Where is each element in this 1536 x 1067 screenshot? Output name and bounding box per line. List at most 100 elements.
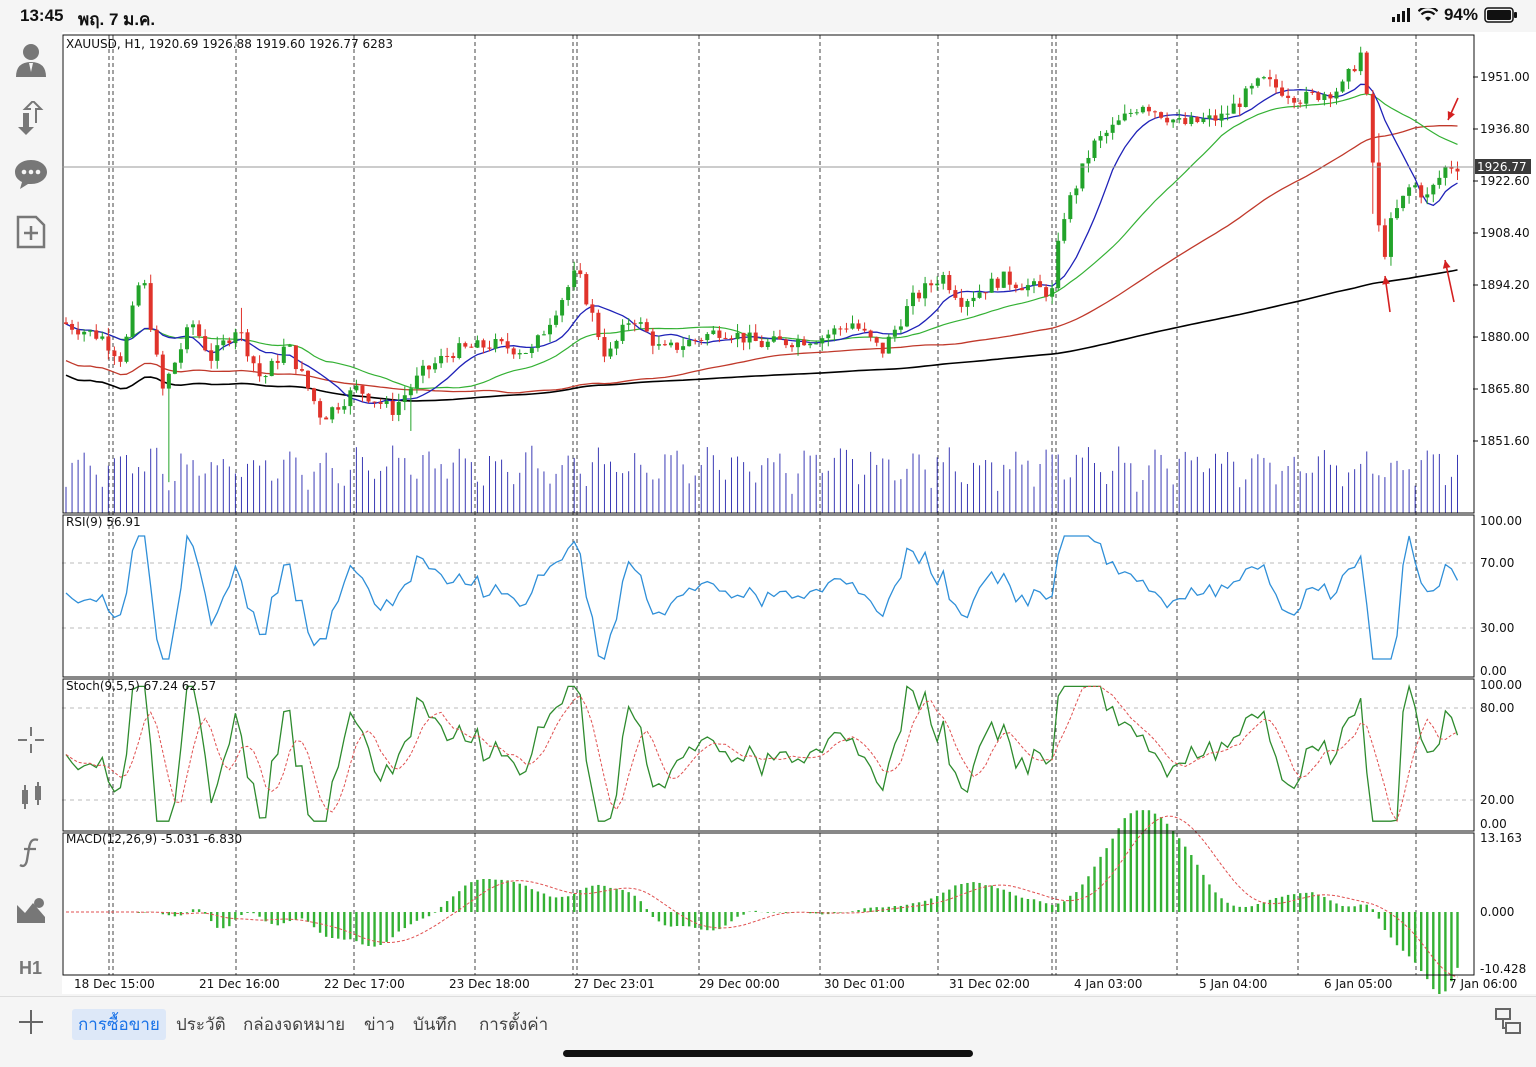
candle-body — [741, 332, 746, 343]
price-chart-svg[interactable]: 1951.00 1936.80 1922.60 1908.40 1894.20 1880.… — [62, 32, 1536, 995]
candle-body — [1207, 115, 1212, 119]
crosshair-icon[interactable] — [11, 720, 51, 760]
candle-body — [880, 342, 885, 354]
time-axis-label: 29 Dec 00:00 — [699, 977, 780, 991]
ma-fast-line — [65, 83, 1458, 404]
candle-body — [505, 341, 510, 349]
current-price-label: 1926.77 — [1477, 160, 1527, 174]
candle-body — [584, 274, 589, 305]
stoch-tick-label: 20.00 — [1480, 793, 1514, 807]
candle-body — [904, 306, 909, 327]
new-order-icon[interactable] — [11, 212, 51, 252]
candle-body — [826, 334, 831, 339]
candle-body — [88, 330, 93, 332]
tab-history[interactable]: ประวัติ — [176, 1015, 226, 1034]
candle-body — [892, 329, 897, 337]
candle-body — [1062, 219, 1067, 241]
candle-body — [929, 283, 934, 286]
tab-settings[interactable]: การตั้งค่า — [479, 1015, 549, 1034]
candle-body — [1201, 118, 1206, 123]
stoch-tick-label: 80.00 — [1480, 701, 1514, 715]
candle-body — [1334, 91, 1339, 99]
candle-body — [1455, 168, 1460, 172]
candle-body — [360, 385, 365, 394]
time-axis-label: 22 Dec 17:00 — [324, 977, 405, 991]
candle-body — [1128, 112, 1133, 114]
candle-body — [844, 328, 849, 330]
home-indicator — [563, 1050, 973, 1057]
candle-body — [100, 336, 105, 339]
candle-body — [947, 275, 952, 291]
add-icon[interactable] — [18, 1009, 44, 1035]
timeframe-icon[interactable]: H1 — [11, 947, 51, 987]
account-icon[interactable] — [11, 40, 51, 80]
candle-body — [856, 323, 861, 329]
candle-body — [868, 330, 873, 338]
tab-mailbox[interactable]: กล่องจดหมาย — [243, 1015, 346, 1034]
candle-body — [535, 335, 540, 349]
candle-body — [1286, 95, 1291, 98]
drawing-tools-icon[interactable] — [11, 890, 51, 930]
candle-body — [814, 343, 819, 345]
volume-bars — [65, 445, 1458, 513]
candle-body — [808, 343, 813, 346]
price-tick-label: 1880.00 — [1480, 330, 1530, 344]
indicators-icon[interactable] — [11, 832, 51, 872]
candle-body — [1104, 132, 1109, 137]
candle-body — [233, 332, 238, 344]
stoch-main-line — [65, 683, 1459, 822]
candle-body — [112, 350, 117, 357]
candle-body — [1159, 112, 1164, 118]
chart-header: XAUUSD, H1, 1920.69 1926.88 1919.60 1926… — [66, 37, 393, 51]
candle-body — [699, 340, 704, 342]
chart-type-icon[interactable] — [11, 776, 51, 816]
candle-body — [669, 342, 673, 346]
time-axis-label: 7 Jan 06:00 — [1449, 977, 1517, 991]
candle-body — [306, 370, 310, 389]
candle-body — [1304, 91, 1309, 104]
candle-body — [427, 365, 431, 370]
candle-body — [1280, 87, 1285, 96]
candle-body — [1382, 225, 1387, 257]
chat-icon[interactable] — [11, 154, 51, 194]
candle-body — [166, 373, 171, 389]
candle-body — [390, 400, 395, 415]
tab-trade[interactable]: การซื้อขาย — [72, 1009, 166, 1040]
candle-body — [457, 343, 462, 358]
candle-body — [445, 355, 450, 357]
tab-journal[interactable]: บันทึก — [413, 1015, 457, 1034]
candle-body — [142, 283, 147, 286]
candle-body — [1134, 112, 1139, 114]
macd-tick-label: 0.000 — [1480, 905, 1514, 919]
price-tick-label: 1936.80 — [1480, 122, 1530, 136]
candle-body — [723, 337, 728, 339]
time-axis-label: 21 Dec 16:00 — [199, 977, 280, 991]
chart-frame — [62, 34, 1475, 976]
candle-body — [886, 336, 891, 354]
candle-body — [287, 345, 292, 347]
candle-body — [348, 390, 353, 407]
annotation-arrowhead — [1447, 111, 1455, 120]
candle-body — [1177, 118, 1182, 120]
candle-body — [578, 270, 583, 275]
battery-percent: 94% — [1443, 5, 1478, 24]
wifi-icon — [1417, 8, 1438, 21]
trade-arrows-icon[interactable] — [11, 98, 51, 138]
candle-body — [1140, 106, 1145, 113]
candle-body — [106, 336, 111, 351]
tab-news[interactable]: ข่าว — [364, 1015, 395, 1034]
candle-body — [620, 324, 625, 341]
candle-body — [838, 328, 843, 330]
candle-body — [1261, 77, 1266, 79]
candle-body — [257, 363, 262, 377]
candle-body — [989, 278, 994, 293]
candle-body — [1255, 78, 1260, 86]
candle-body — [765, 341, 770, 348]
candle-body — [1019, 288, 1024, 291]
split-view-icon[interactable] — [1494, 1007, 1522, 1035]
candle-body — [1056, 240, 1061, 289]
candle-body — [977, 292, 982, 298]
candle-body — [275, 360, 280, 363]
chart-area[interactable]: 1951.00 1936.80 1922.60 1908.40 1894.20 1880.… — [62, 32, 1536, 995]
candle-body — [693, 340, 698, 342]
